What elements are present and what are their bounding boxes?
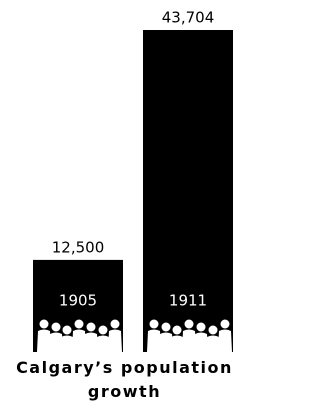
silhouette bbox=[84, 333, 98, 353]
silhouette bbox=[147, 330, 161, 353]
silhouette bbox=[52, 323, 61, 332]
silhouette bbox=[185, 320, 194, 329]
silhouette bbox=[108, 330, 122, 353]
value-label: 43,704 bbox=[162, 9, 215, 27]
silhouette bbox=[182, 330, 196, 353]
silhouette bbox=[40, 320, 49, 329]
silhouette bbox=[99, 326, 108, 335]
silhouette bbox=[72, 330, 86, 353]
silhouette bbox=[209, 326, 218, 335]
category-label: 1905 bbox=[59, 292, 97, 310]
silhouette bbox=[150, 320, 159, 329]
silhouette bbox=[87, 323, 96, 332]
silhouette bbox=[170, 336, 184, 353]
chart-title: Calgary’s population growth bbox=[0, 356, 249, 404]
silhouette bbox=[194, 333, 208, 353]
page: 12,500 1905 43,704 1911 Calgary’s populatio… bbox=[0, 0, 249, 407]
chart: 12,500 1905 43,704 1911 bbox=[0, 0, 249, 356]
silhouette bbox=[60, 336, 74, 353]
category-label: 1911 bbox=[169, 292, 207, 310]
silhouette bbox=[206, 336, 220, 353]
silhouette bbox=[63, 326, 72, 335]
silhouette bbox=[221, 320, 230, 329]
value-label: 12,500 bbox=[52, 238, 105, 256]
silhouette bbox=[218, 330, 232, 353]
silhouette bbox=[162, 323, 171, 332]
silhouette bbox=[111, 320, 120, 329]
silhouette bbox=[37, 330, 51, 353]
silhouette bbox=[96, 336, 110, 353]
silhouette bbox=[75, 320, 84, 329]
silhouette bbox=[173, 326, 182, 335]
silhouette bbox=[197, 323, 206, 332]
